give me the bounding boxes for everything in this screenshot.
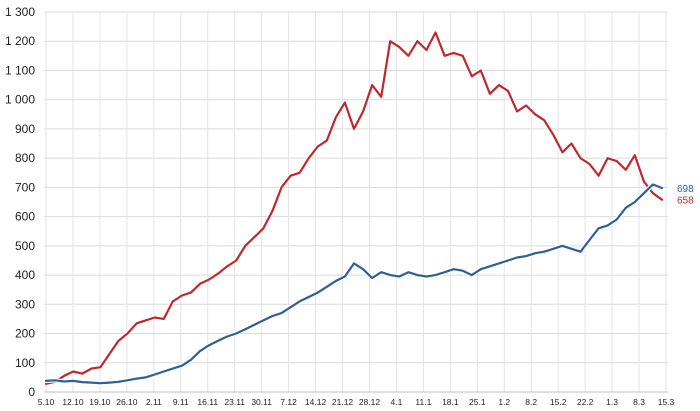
series-line: [44, 31, 664, 385]
y-tick-label: 100: [15, 356, 35, 370]
x-tick-label: 4.1: [391, 397, 403, 407]
y-tick-label: 1 200: [5, 34, 35, 48]
x-tick-label: 1.2: [498, 397, 510, 407]
x-tick-label: 7.12: [280, 397, 297, 407]
y-tick-label: 800: [15, 151, 35, 165]
y-tick-label: 700: [15, 180, 35, 194]
x-tick-label: 11.1: [415, 397, 431, 407]
series-end-label: 658: [677, 196, 694, 207]
y-tick-label: 500: [15, 239, 35, 253]
x-tick-label: 26.10: [116, 397, 138, 407]
x-tick-label: 25.1: [469, 397, 486, 407]
x-tick-label: 30.11: [251, 397, 272, 407]
y-tick-label: 300: [15, 297, 35, 311]
series-lines: [44, 30, 664, 386]
y-axis-ticks: 0 100 200 300 400 500 600 700 800 900 1 000 1 100 1 …: [5, 5, 35, 399]
x-tick-label: 9.11: [173, 397, 189, 407]
x-tick-label: 21.12: [332, 397, 354, 407]
y-tick-label: 1 300: [5, 5, 35, 19]
series-end-label: 698: [677, 184, 694, 195]
x-tick-label: 15.3: [658, 397, 675, 407]
x-tick-label: 15.2: [550, 397, 567, 407]
x-tick-label: 19.10: [89, 397, 111, 407]
series-line: [44, 183, 664, 385]
x-tick-label: 2.11: [146, 397, 162, 407]
x-tick-label: 8.3: [633, 397, 645, 407]
x-tick-label: 12.10: [62, 397, 84, 407]
x-tick-label: 16.11: [197, 397, 218, 407]
grid: [44, 11, 668, 393]
y-tick-label: 900: [15, 122, 35, 136]
x-tick-label: 1.3: [606, 397, 618, 407]
y-tick-label: 200: [15, 327, 35, 341]
y-tick-label: 1 100: [5, 63, 35, 77]
x-tick-label: 5.10: [38, 397, 55, 407]
x-tick-label: 14.12: [305, 397, 327, 407]
x-tick-label: 28.12: [359, 397, 381, 407]
y-tick-label: 400: [15, 268, 35, 282]
y-tick-label: 600: [15, 210, 35, 224]
x-tick-label: 22.2: [577, 397, 594, 407]
series-halo: [45, 30, 664, 386]
x-tick-label: 8.2: [525, 397, 537, 407]
y-tick-label: 1 000: [5, 93, 35, 107]
x-tick-label: 23.11: [224, 397, 245, 407]
x-axis-ticks: 5.10 12.10 19.10 26.10 2.11 9.11 16.11 23.11 30.…: [38, 397, 675, 407]
y-tick-label: 0: [28, 385, 35, 399]
series-halo: [45, 182, 663, 386]
x-tick-label: 18.1: [442, 397, 459, 407]
